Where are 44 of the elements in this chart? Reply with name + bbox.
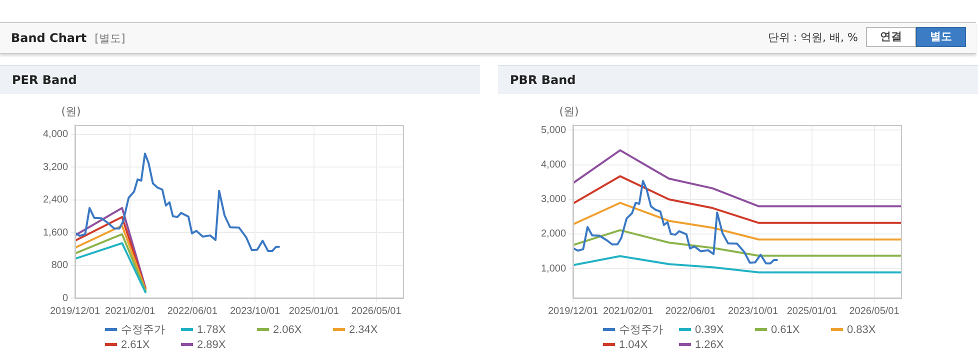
legend-label: 0.83X <box>847 324 876 336</box>
legend-label: 2.34X <box>349 324 378 336</box>
x-tick-label: 2025/01/01 <box>288 306 340 317</box>
legend-label: 1.26X <box>695 338 724 350</box>
text: 단위 : 억원, 배, % <box>768 30 858 44</box>
legend-label: 0.39X <box>695 324 724 336</box>
text: [별도] <box>94 32 126 45</box>
y-tick-label: 0 <box>62 292 68 304</box>
x-tick-label: 2021/02/01 <box>603 306 654 317</box>
y-tick-label: 800 <box>51 260 68 272</box>
y-tick-label: 3,200 <box>42 162 68 173</box>
legend-label: 2.89X <box>197 338 226 350</box>
x-tick-label: 2022/06/01 <box>167 306 218 317</box>
legend-label: 2.61X <box>121 338 150 350</box>
x-tick-label: 2026/05/01 <box>849 306 900 317</box>
legend-label: 1.78X <box>197 324 226 336</box>
x-tick-label: 2019/12/01 <box>50 306 100 317</box>
y-axis-title: (원) <box>559 105 579 118</box>
y-tick-label: 1,000 <box>540 263 566 274</box>
x-tick-label: 2019/12/01 <box>548 306 598 317</box>
x-tick-label: 2021/02/01 <box>105 306 156 317</box>
legend-label: 수정주가 <box>121 323 165 337</box>
chart-title: PER Band <box>0 65 480 94</box>
y-tick-label: 1,600 <box>42 227 68 238</box>
y-tick-label: 5,000 <box>540 124 566 136</box>
y-tick-label: 2,000 <box>540 228 566 240</box>
x-tick-label: 2023/10/01 <box>728 306 778 317</box>
y-tick-label: 3,000 <box>540 194 566 206</box>
text: 연결 <box>866 27 916 47</box>
legend-label: 1.04X <box>619 338 648 350</box>
chart-title: PBR Band <box>498 65 978 94</box>
y-tick-label: 4,000 <box>42 129 68 140</box>
y-axis-title: (원) <box>61 105 81 118</box>
legend-label: 수정주가 <box>619 323 663 337</box>
text: Band Chart <box>11 31 87 45</box>
x-tick-label: 2023/10/01 <box>230 306 280 317</box>
x-tick-label: 2022/06/01 <box>665 306 716 317</box>
legend-label: 0.61X <box>771 324 800 336</box>
x-tick-label: 2026/05/01 <box>351 306 402 317</box>
y-tick-label: 4,000 <box>540 160 566 171</box>
text: 별도 <box>916 27 966 47</box>
x-tick-label: 2025/01/01 <box>786 306 838 317</box>
y-tick-label: 2,400 <box>42 194 68 206</box>
legend-label: 2.06X <box>273 324 302 336</box>
